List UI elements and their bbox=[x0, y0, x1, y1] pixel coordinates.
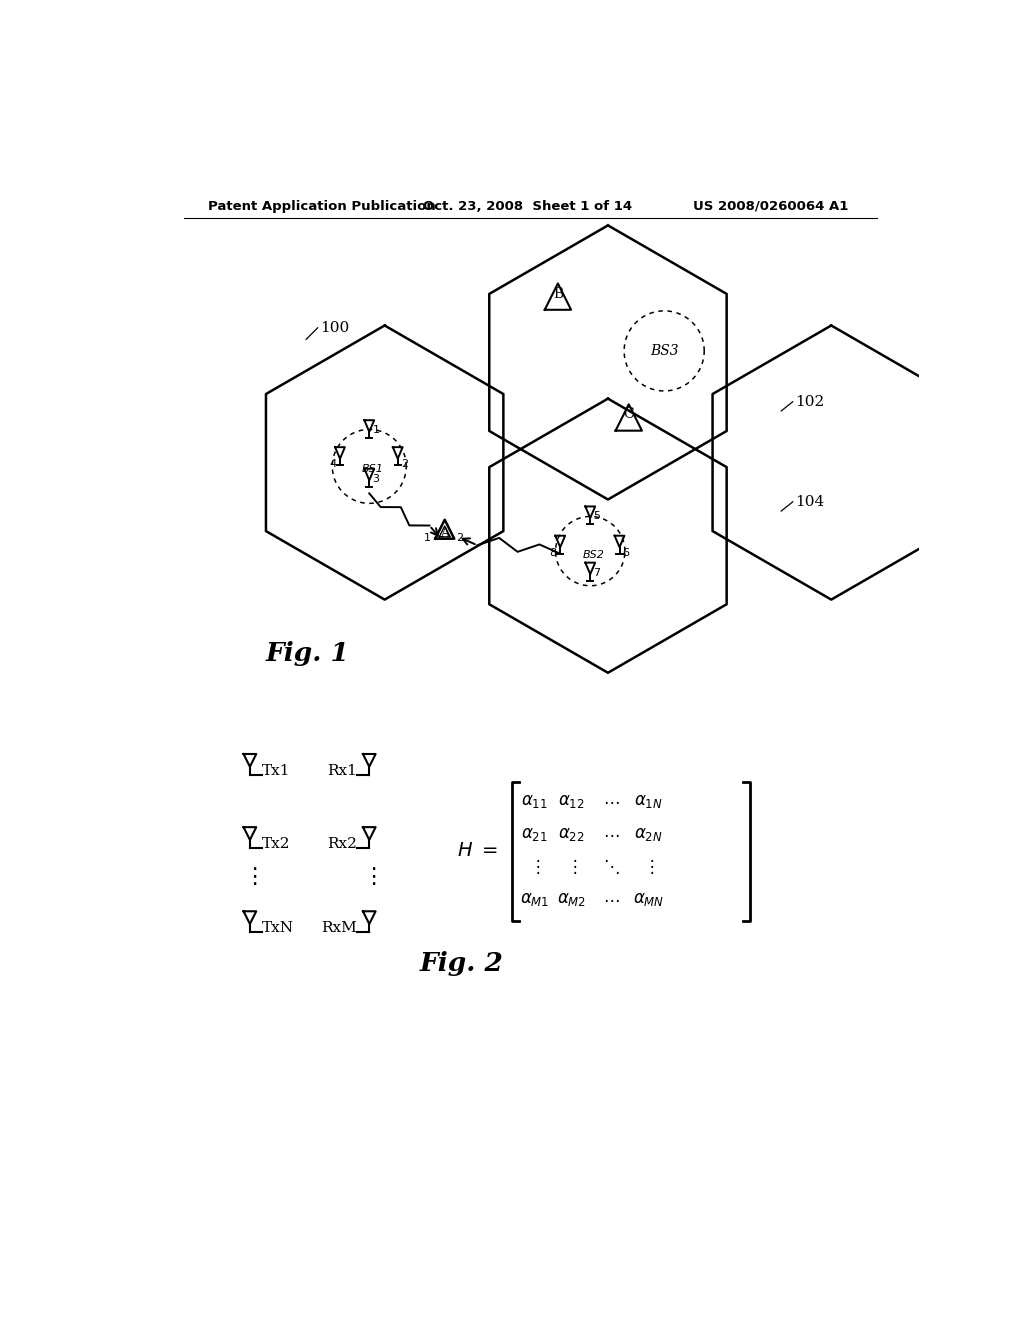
Text: $\cdots$: $\cdots$ bbox=[603, 792, 621, 810]
Text: $\alpha_{21}$: $\alpha_{21}$ bbox=[521, 825, 548, 843]
Text: $\alpha_{22}$: $\alpha_{22}$ bbox=[558, 825, 585, 843]
Text: 5: 5 bbox=[593, 511, 600, 521]
Text: BS2: BS2 bbox=[583, 550, 605, 560]
Text: $\ddots$: $\ddots$ bbox=[603, 857, 621, 876]
Text: $\alpha_{12}$: $\alpha_{12}$ bbox=[558, 792, 585, 810]
Text: 3: 3 bbox=[373, 474, 379, 483]
Text: Rx2: Rx2 bbox=[327, 837, 357, 851]
Text: US 2008/0260064 A1: US 2008/0260064 A1 bbox=[692, 199, 848, 213]
Text: $\vdots$: $\vdots$ bbox=[362, 866, 377, 887]
Text: Patent Application Publication: Patent Application Publication bbox=[208, 199, 435, 213]
Text: 102: 102 bbox=[795, 395, 824, 409]
Text: 8: 8 bbox=[549, 548, 556, 558]
Text: $\alpha_{1N}$: $\alpha_{1N}$ bbox=[635, 792, 664, 810]
Text: $\alpha_{M1}$: $\alpha_{M1}$ bbox=[520, 890, 550, 908]
Text: B: B bbox=[553, 286, 563, 301]
Text: Fig. 1: Fig. 1 bbox=[265, 642, 349, 667]
Text: 104: 104 bbox=[795, 495, 824, 508]
Text: Rx1: Rx1 bbox=[327, 764, 357, 777]
Text: $\cdots$: $\cdots$ bbox=[603, 825, 621, 843]
Text: Fig. 2: Fig. 2 bbox=[420, 950, 504, 975]
Text: $\vdots$: $\vdots$ bbox=[566, 857, 578, 876]
Text: 4: 4 bbox=[329, 459, 336, 470]
Text: 2: 2 bbox=[457, 533, 464, 543]
Text: $\cdots$: $\cdots$ bbox=[603, 890, 621, 908]
Text: 6: 6 bbox=[623, 548, 630, 558]
Text: BS1: BS1 bbox=[362, 463, 384, 474]
Text: 7: 7 bbox=[593, 568, 600, 578]
Text: $\alpha_{2N}$: $\alpha_{2N}$ bbox=[635, 825, 664, 843]
Text: C: C bbox=[624, 408, 634, 421]
Text: 2: 2 bbox=[400, 459, 408, 470]
Text: $\vdots$: $\vdots$ bbox=[243, 866, 257, 887]
Text: TxN: TxN bbox=[262, 921, 294, 935]
Text: 1: 1 bbox=[424, 533, 430, 543]
Text: A: A bbox=[440, 527, 450, 540]
Text: BS3: BS3 bbox=[650, 345, 679, 358]
Text: Tx1: Tx1 bbox=[262, 764, 291, 777]
Text: $\vdots$: $\vdots$ bbox=[643, 857, 654, 876]
Text: $H\ =\ $: $H\ =\ $ bbox=[457, 842, 498, 861]
Text: 1: 1 bbox=[373, 425, 379, 436]
Text: $\alpha_{11}$: $\alpha_{11}$ bbox=[521, 792, 548, 810]
Text: Tx2: Tx2 bbox=[262, 837, 291, 851]
Text: 100: 100 bbox=[319, 321, 349, 335]
Text: RxM: RxM bbox=[322, 921, 357, 935]
Text: $\alpha_{MN}$: $\alpha_{MN}$ bbox=[633, 890, 665, 908]
Text: Oct. 23, 2008  Sheet 1 of 14: Oct. 23, 2008 Sheet 1 of 14 bbox=[423, 199, 632, 213]
Text: $\vdots$: $\vdots$ bbox=[529, 857, 541, 876]
Text: $\alpha_{M2}$: $\alpha_{M2}$ bbox=[557, 890, 587, 908]
